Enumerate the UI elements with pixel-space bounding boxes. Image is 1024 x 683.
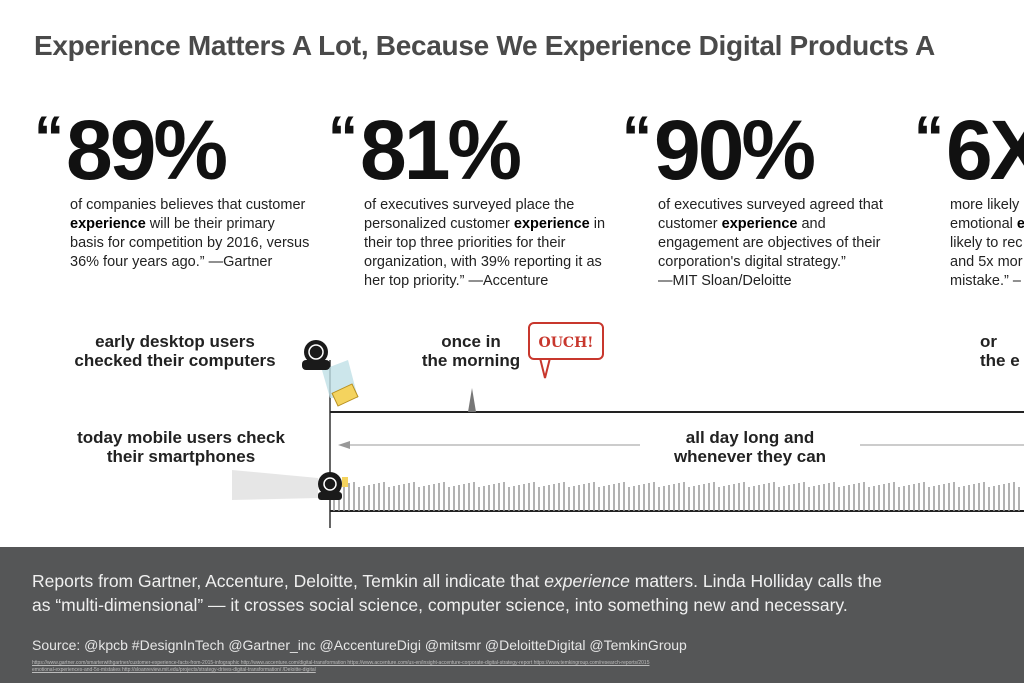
desktop-user-icon bbox=[302, 340, 359, 407]
stat-value: 6X bbox=[946, 108, 1024, 197]
stat-value: 81% bbox=[360, 103, 522, 197]
stat-headline: “ 81% bbox=[328, 108, 628, 196]
source-line: Source: @kpcb #DesignInTech @Gartner_inc… bbox=[32, 637, 687, 653]
timeline-graphic bbox=[232, 340, 1024, 528]
stat-headline: “ 6X bbox=[914, 108, 1024, 196]
open-quote-mark: “ bbox=[622, 104, 652, 171]
stat-card-89: “ 89% of companies believes that custome… bbox=[34, 108, 334, 272]
stat-description: of companies believes that customer expe… bbox=[70, 197, 310, 270]
stat-description: more likely emotional e likely to rec an… bbox=[950, 197, 1024, 289]
stat-card-81: “ 81% of executives surveyed place the p… bbox=[328, 108, 628, 291]
mobile-usage-ticks bbox=[333, 482, 1020, 511]
open-quote-mark: “ bbox=[328, 104, 358, 171]
footer-paragraph: Reports from Gartner, Accenture, Deloitt… bbox=[32, 571, 882, 615]
stat-card-6x: “ 6X more likely emotional e likely to r… bbox=[914, 108, 1024, 291]
stat-headline: “ 89% bbox=[34, 108, 334, 196]
mobile-user-icon bbox=[232, 470, 348, 500]
open-quote-mark: “ bbox=[914, 108, 944, 171]
allday-label: all day long and whenever they can bbox=[673, 428, 827, 466]
arrow-left-icon bbox=[338, 441, 350, 449]
reference-links[interactable]: https://www.gartner.com/smarterwithgartn… bbox=[32, 660, 649, 674]
open-quote-mark: “ bbox=[34, 104, 64, 171]
stat-description: of executives surveyed agreed that custo… bbox=[658, 197, 883, 289]
reference-link-2[interactable]: emotional-experiences-and-5x-mistakes ht… bbox=[32, 667, 316, 673]
reference-link-1[interactable]: https://www.gartner.com/smarterwithgartn… bbox=[32, 660, 650, 666]
stat-card-90: “ 90% of executives surveyed agreed that… bbox=[622, 108, 922, 291]
evening-label: or the e bbox=[980, 332, 1020, 370]
ouch-speech-bubble: OUCH! bbox=[528, 322, 604, 360]
stat-value: 90% bbox=[654, 103, 816, 197]
page-title: Experience Matters A Lot, Because We Exp… bbox=[34, 30, 935, 61]
morning-spike bbox=[468, 388, 476, 412]
mobile-users-label: today mobile users check their smartphon… bbox=[77, 428, 285, 466]
morning-label: once in the morning bbox=[421, 332, 521, 370]
stat-value: 89% bbox=[66, 103, 228, 197]
footer-panel: Reports from Gartner, Accenture, Deloitt… bbox=[0, 547, 1024, 683]
stat-description: of executives surveyed place the persona… bbox=[364, 197, 606, 289]
desktop-users-label: early desktop users checked their comput… bbox=[74, 332, 276, 370]
stat-headline: “ 90% bbox=[622, 108, 922, 196]
